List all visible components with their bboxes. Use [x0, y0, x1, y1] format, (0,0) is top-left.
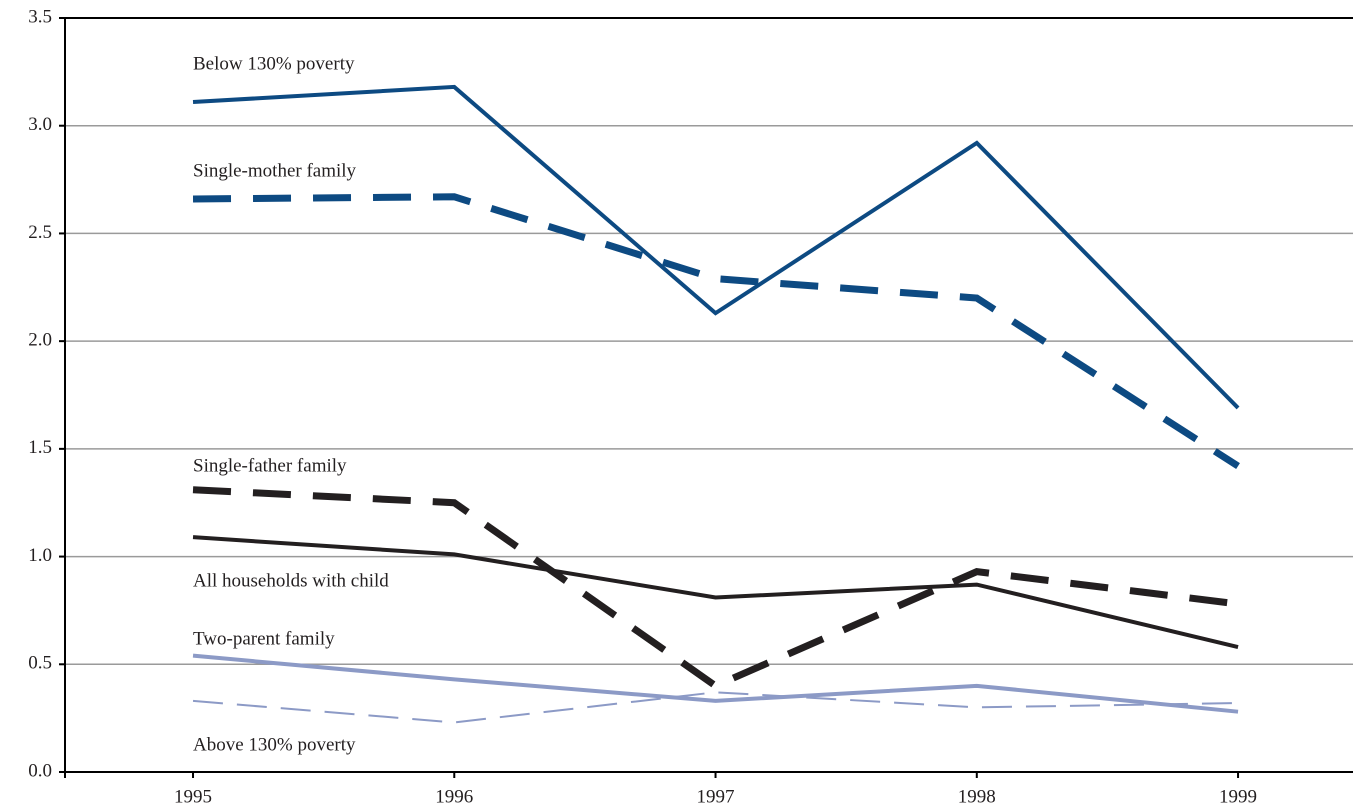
series-label: Above 130% poverty [193, 734, 356, 755]
y-tick-label: 1.5 [28, 437, 52, 458]
series-line [192, 653, 1239, 714]
y-tick-label: 2.5 [28, 222, 52, 243]
series-label: Single-father family [193, 455, 347, 476]
x-tick-label: 1998 [958, 786, 996, 807]
x-tick-label: 1995 [174, 786, 212, 807]
x-tick-label: 1999 [1219, 786, 1257, 807]
y-tick-label: 1.0 [28, 545, 52, 566]
x-tick-label: 1996 [435, 786, 473, 807]
x-tick-label: 1997 [697, 786, 735, 807]
series-label: Two-parent family [193, 628, 335, 649]
series-label: Below 130% poverty [193, 53, 355, 74]
y-tick-label: 2.0 [28, 330, 52, 351]
series-line [192, 193, 1240, 470]
y-tick-label: 3.0 [28, 114, 52, 135]
y-tick-label: 3.5 [28, 6, 52, 27]
series-label: All households with child [193, 570, 389, 591]
series-line [192, 84, 1240, 410]
series-label: Single-mother family [193, 160, 357, 181]
y-tick-label: 0.0 [28, 760, 52, 781]
series-line [192, 535, 1239, 649]
y-tick-label: 0.5 [28, 653, 52, 674]
